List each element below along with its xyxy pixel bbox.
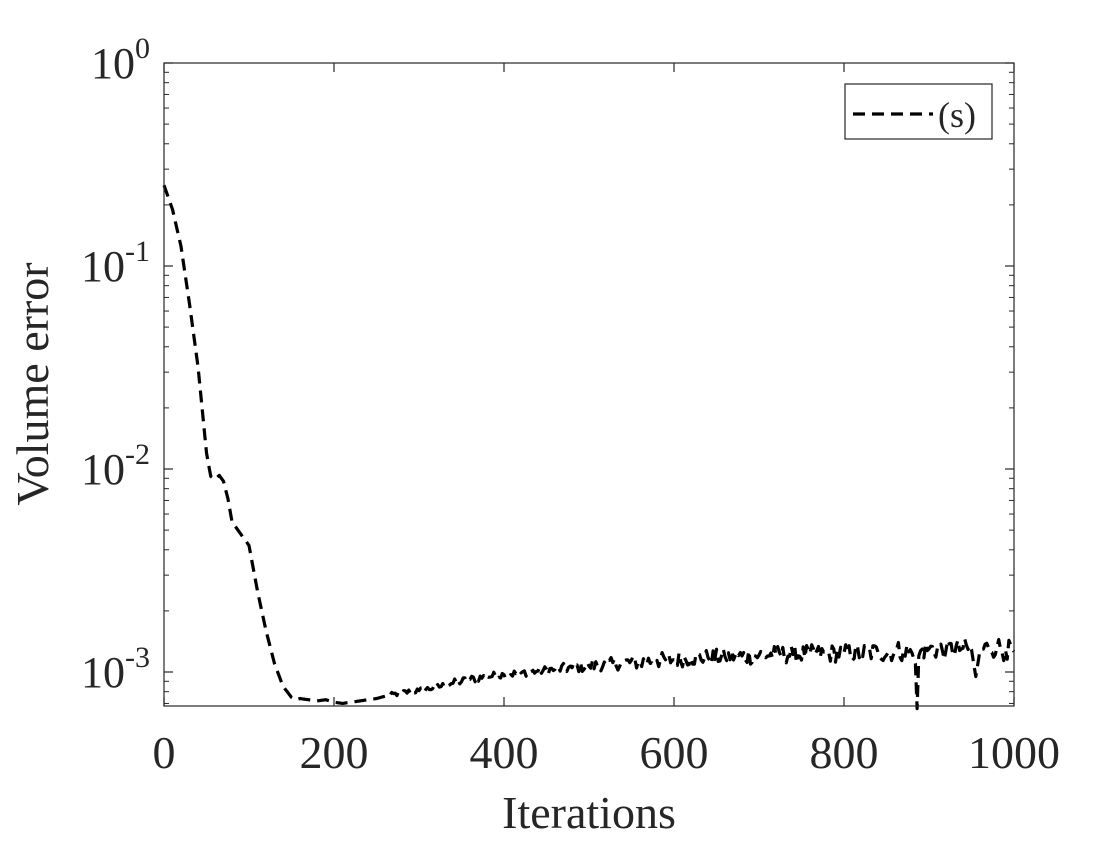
y-tick-label-exponent: -2 (125, 438, 150, 471)
y-tick-label-exponent: -1 (125, 235, 150, 268)
x-tick-label: 0 (153, 727, 176, 778)
series-line-s (162, 184, 1016, 711)
y-tick-label: 100 (91, 32, 150, 88)
y-tick-label-base: 10 (81, 242, 125, 291)
y-tick-label-exponent: 0 (135, 32, 150, 65)
x-tick-label: 200 (300, 727, 369, 778)
series-layer (162, 184, 1016, 711)
legend: (s) (844, 83, 993, 140)
axes-box (163, 62, 1015, 707)
y-tick-label-base: 10 (91, 39, 135, 88)
y-tick-label: 10-3 (81, 641, 150, 697)
x-axis-label: Iterations (502, 787, 676, 838)
x-tick-label: 600 (640, 727, 709, 778)
y-tick-label-base: 10 (81, 648, 125, 697)
plot-area (164, 63, 1014, 706)
y-axis-label: Volume error (7, 262, 58, 505)
x-tick-label: 1000 (968, 727, 1060, 778)
y-tick-label: 10-1 (81, 235, 150, 291)
legend-box (844, 83, 993, 140)
x-tick-label: 800 (810, 727, 879, 778)
y-tick-label-exponent: -3 (125, 641, 150, 674)
legend-series-label: (s) (938, 95, 976, 135)
y-tick-label: 10-2 (81, 438, 150, 494)
x-tick-label: 400 (470, 727, 539, 778)
y-tick-label-base: 10 (81, 445, 125, 494)
